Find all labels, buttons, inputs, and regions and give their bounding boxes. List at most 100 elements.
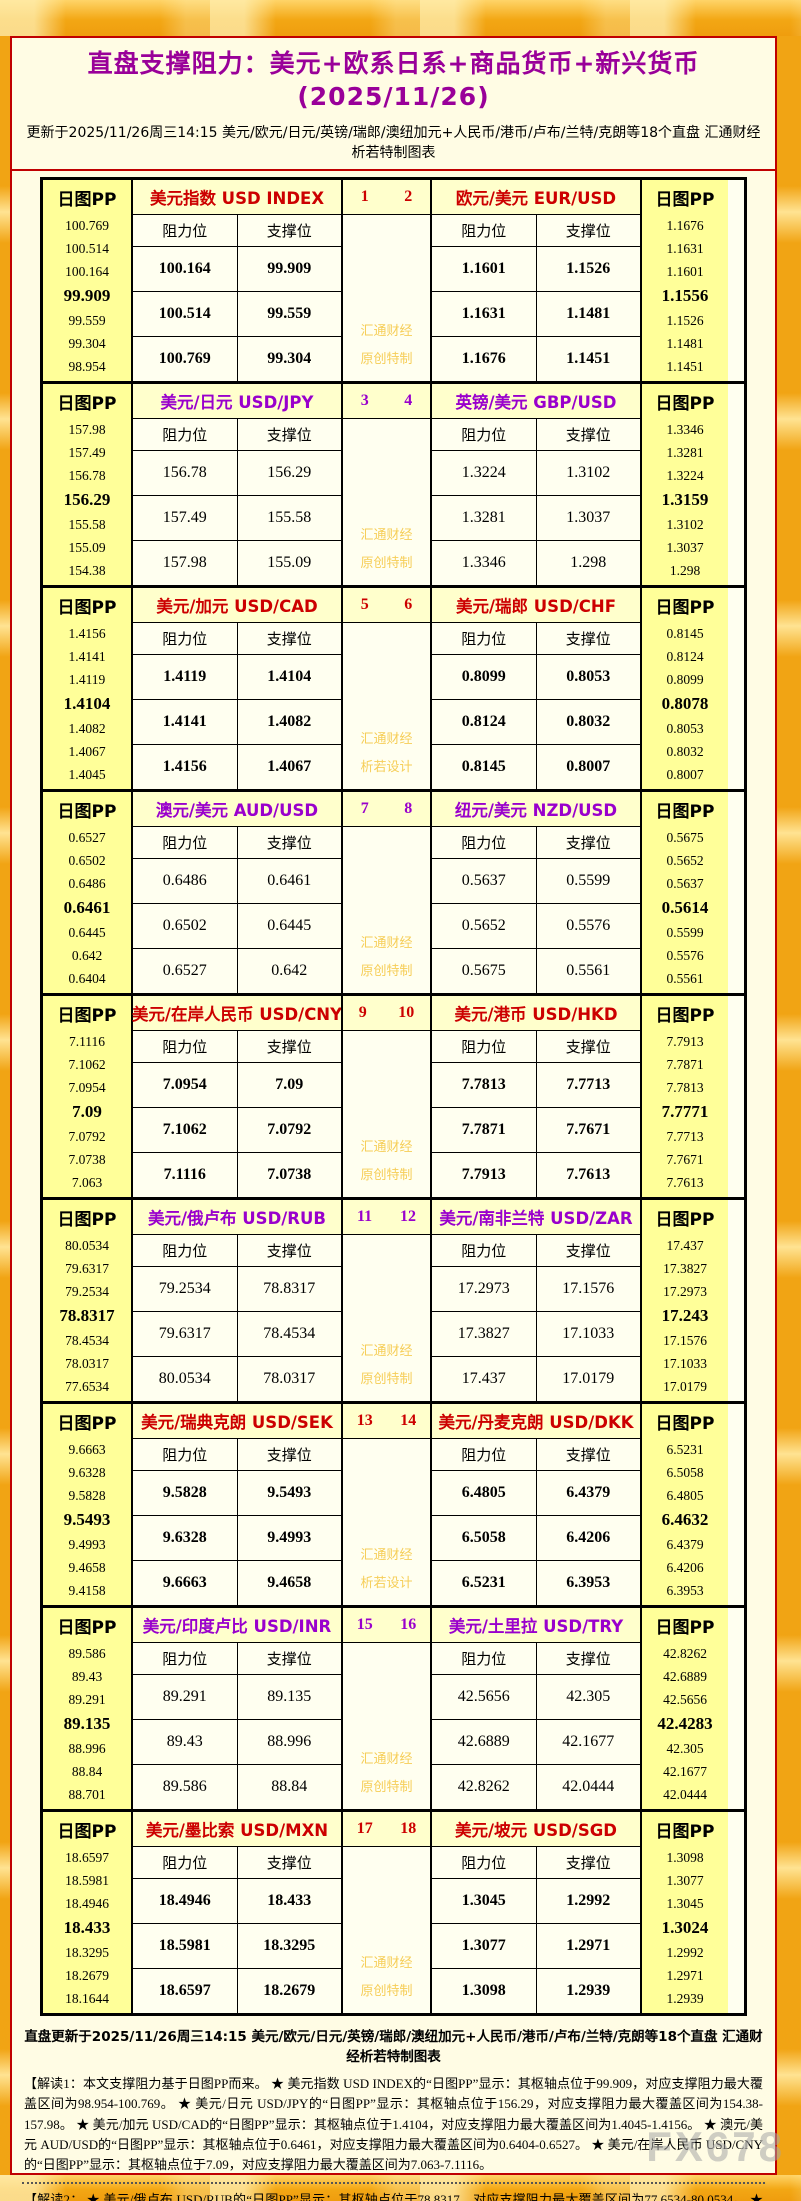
rs-header-row: 阻力位 支撑位: [133, 215, 341, 247]
resistance-value: 7.1062: [162, 1121, 207, 1138]
support-header: 支撑位: [236, 419, 342, 450]
resistance-header: 阻力位: [162, 1242, 208, 1260]
pair-title: 美元/土里拉 USD/TRY: [432, 1608, 640, 1643]
rs-row: 1.4119 1.4104: [133, 655, 341, 700]
pair-title: 欧元/美元 EUR/USD: [432, 180, 640, 215]
pp-header: 日图PP: [655, 1821, 715, 1842]
resistance-value: 156.78: [162, 464, 207, 481]
support-value: 7.0738: [236, 1153, 342, 1197]
support-value: 6.4206: [535, 1516, 641, 1560]
pp-values: 1.3346 1.3281 1.3224 1.3159 1.3102 1.3037 1.29…: [642, 418, 728, 585]
support-value: 9.4993: [236, 1516, 342, 1560]
rs-row: 18.5981 18.3295: [133, 1924, 341, 1969]
pp-value: 157.49: [68, 444, 106, 460]
pp-value: 6.4805: [666, 1487, 704, 1503]
pp-pivot-value: 42.4283: [657, 1714, 713, 1734]
resistance-value: 42.6889: [457, 1733, 510, 1750]
resistance-value: 89.291: [162, 1688, 207, 1705]
brand-watermark: 汇通财经 原创特制: [360, 528, 413, 571]
pair-number: 11: [356, 1208, 373, 1225]
page-title: 直盘支撑阻力：美元+欧系日系+商品货币+新兴货币(2025/11/26): [87, 49, 700, 111]
pair-numbers: 5 6: [343, 588, 430, 623]
resistance-value: 1.1601: [461, 260, 506, 277]
rs-row: 157.49 155.58: [133, 496, 341, 541]
support-value: 78.8317: [236, 1267, 342, 1311]
support-value: 1.298: [535, 541, 641, 585]
pp-value: 0.5637: [666, 875, 704, 891]
pair-table-right: 美元/港币 USD/HKD 阻力位 支撑位 7.7813 7.7713 7.78…: [430, 996, 640, 1197]
support-value: 18.2679: [236, 1969, 342, 2013]
support-value: 7.7613: [535, 1153, 641, 1197]
support-value: 1.2939: [535, 1969, 641, 2013]
pair-table-left: 美元/印度卢比 USD/INR 阻力位 支撑位 89.291 89.135 89…: [131, 1608, 341, 1809]
support-value: 7.09: [236, 1063, 342, 1107]
pp-value: 100.514: [65, 240, 109, 256]
resistance-header: 阻力位: [461, 426, 507, 444]
pp-value: 1.4156: [68, 625, 106, 641]
index-column: 11 12 汇通财经 原创特制: [341, 1200, 430, 1401]
pp-value: 6.4206: [666, 1559, 704, 1575]
pp-values: 1.1676 1.1631 1.1601 1.1556 1.1526 1.1481 1.14…: [642, 214, 728, 381]
rs-header-row: 阻力位 支撑位: [133, 827, 341, 859]
support-value: 0.8032: [535, 700, 641, 744]
support-header: 支撑位: [236, 1031, 342, 1062]
rs-row: 7.7813 7.7713: [432, 1063, 640, 1108]
support-value: 17.0179: [535, 1357, 641, 1401]
rs-row: 7.0954 7.09: [133, 1063, 341, 1108]
support-value: 0.8007: [535, 745, 641, 789]
pp-value: 89.43: [71, 1668, 103, 1684]
resistance-value: 18.5981: [158, 1937, 211, 1954]
pair-table-left: 美元指数 USD INDEX 阻力位 支撑位 100.164 99.909 10…: [131, 180, 341, 381]
pp-column-left: 日图PP 18.6597 18.5981 18.4946 18.433 18.3295 1…: [43, 1812, 131, 2013]
pp-value: 89.586: [68, 1645, 106, 1661]
support-value: 18.3295: [236, 1924, 342, 1968]
pair-table-left: 澳元/美元 AUD/USD 阻力位 支撑位 0.6486 0.6461 0.65…: [131, 792, 341, 993]
support-value: 89.135: [236, 1675, 342, 1719]
resistance-header: 阻力位: [162, 1650, 208, 1668]
pp-pivot-value: 0.6461: [63, 898, 111, 918]
resistance-value: 80.0534: [158, 1370, 211, 1387]
currency-block: 日图PP 9.6663 9.6328 9.5828 9.5493 9.4993 9.465…: [40, 1401, 747, 1608]
pp-value: 1.1526: [666, 312, 704, 328]
resistance-value: 42.8262: [457, 1778, 510, 1795]
pp-header: 日图PP: [57, 1821, 117, 1842]
pp-value: 89.291: [68, 1691, 106, 1707]
pair-table-right: 美元/丹麦克朗 USD/DKK 阻力位 支撑位 6.4805 6.4379 6.…: [430, 1404, 640, 1605]
index-column: 5 6 汇通财经 析若设计: [341, 588, 430, 789]
currency-block: 日图PP 7.1116 7.1062 7.0954 7.09 7.0792 7.0738 7…: [40, 993, 747, 1200]
pair-table-right: 纽元/美元 NZD/USD 阻力位 支撑位 0.5637 0.5599 0.56…: [430, 792, 640, 993]
pair-number: 5: [360, 596, 369, 613]
support-header: 支撑位: [236, 827, 342, 858]
pair-title: 纽元/美元 NZD/USD: [432, 792, 640, 827]
pp-value: 1.298: [669, 562, 701, 578]
resistance-value: 6.5231: [461, 1574, 506, 1591]
pp-value: 0.5652: [666, 852, 704, 868]
rs-row: 17.2973 17.1576: [432, 1267, 640, 1312]
pp-column-left: 日图PP 7.1116 7.1062 7.0954 7.09 7.0792 7.0738 7…: [43, 996, 131, 1197]
rs-header-row: 阻力位 支撑位: [133, 1847, 341, 1879]
pp-value: 0.6445: [68, 924, 106, 940]
resistance-value: 7.7871: [461, 1121, 506, 1138]
gold-frame-left: [0, 36, 10, 2175]
resistance-value: 0.5637: [461, 872, 506, 889]
support-value: 0.5561: [535, 949, 641, 993]
resistance-value: 17.3827: [457, 1325, 510, 1342]
pair-numbers: 7 8: [343, 792, 430, 827]
pp-value: 99.559: [68, 312, 106, 328]
pair-table-left: 美元/日元 USD/JPY 阻力位 支撑位 156.78 156.29 157.…: [131, 384, 341, 585]
pp-values: 80.0534 79.6317 79.2534 78.8317 78.4534 78.03…: [43, 1234, 131, 1401]
pair-numbers: 11 12: [343, 1200, 430, 1235]
support-value: 1.2992: [535, 1879, 641, 1923]
support-value: 155.58: [236, 496, 342, 540]
pp-value: 1.4082: [68, 720, 106, 736]
currency-block: 日图PP 0.6527 0.6502 0.6486 0.6461 0.6445 0.642…: [40, 789, 747, 996]
pp-value: 79.6317: [65, 1260, 109, 1276]
pp-value: 9.4658: [68, 1559, 106, 1575]
rs-row: 100.514 99.559: [133, 292, 341, 337]
pp-value: 0.5599: [666, 924, 704, 940]
pp-header: 日图PP: [57, 189, 117, 210]
pp-value: 7.0954: [68, 1079, 106, 1095]
pp-header: 日图PP: [655, 1617, 715, 1638]
pair-table-right: 美元/土里拉 USD/TRY 阻力位 支撑位 42.5656 42.305 42…: [430, 1608, 640, 1809]
